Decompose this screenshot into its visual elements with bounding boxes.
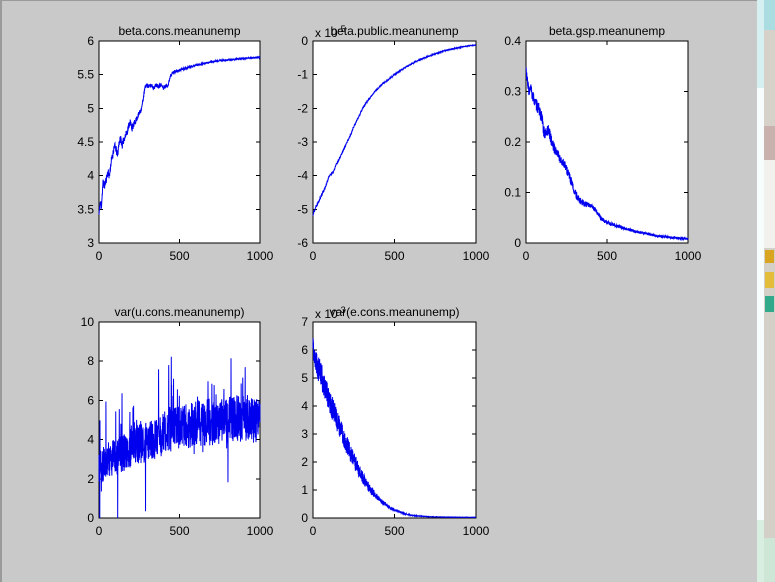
subplot-title-beta-public: beta.public.meanunemp (330, 24, 459, 38)
svg-text:0: 0 (514, 236, 521, 250)
svg-text:6: 6 (87, 393, 94, 407)
window-sliver-segment (764, 538, 775, 582)
folder-icon (765, 272, 774, 288)
svg-text:1000: 1000 (675, 249, 702, 263)
svg-text:4: 4 (87, 169, 94, 183)
svg-text:5: 5 (87, 101, 94, 115)
svg-text:6: 6 (301, 343, 308, 357)
svg-text:5: 5 (301, 371, 308, 385)
plot-canvas-var-e: 0 500 1000 0 1 2 3 4 5 6 7 (301, 315, 490, 538)
svg-text:-5: -5 (297, 202, 308, 216)
plot-canvas-beta-public: 0 500 1000 -6 -5 -4 -3 -2 -1 0 (297, 34, 490, 263)
svg-text:3: 3 (301, 427, 308, 441)
background-window-sliver (764, 0, 775, 582)
window-left-edge (0, 0, 2, 582)
svg-text:1000: 1000 (463, 249, 490, 263)
svg-text:0: 0 (87, 511, 94, 525)
svg-text:8: 8 (87, 354, 94, 368)
subplot-title-beta-cons: beta.cons.meanunemp (118, 24, 241, 38)
svg-text:0: 0 (96, 249, 103, 263)
svg-text:7: 7 (301, 315, 308, 329)
svg-text:10: 10 (81, 315, 95, 329)
window-top-edge (0, 0, 775, 1)
svg-text:0.3: 0.3 (504, 85, 521, 99)
svg-text:0: 0 (301, 511, 308, 525)
svg-text:-6: -6 (297, 236, 308, 250)
folder-icon (765, 250, 774, 263)
svg-text:0: 0 (310, 249, 317, 263)
window-sliver-segment (764, 160, 775, 248)
window-sliver-segment (757, 0, 764, 88)
svg-text:4.5: 4.5 (77, 135, 94, 149)
subplot-title-var-e: var(e.cons.meanunemp) (329, 305, 460, 319)
svg-text:-4: -4 (297, 169, 308, 183)
svg-text:-1: -1 (297, 68, 308, 82)
svg-text:0: 0 (96, 524, 103, 538)
window-sliver-segment (764, 248, 775, 538)
svg-text:500: 500 (169, 249, 189, 263)
background-window-edge (757, 0, 764, 582)
svg-text:500: 500 (384, 249, 404, 263)
svg-text:1: 1 (301, 483, 308, 497)
svg-text:1000: 1000 (247, 524, 274, 538)
svg-text:3: 3 (87, 236, 94, 250)
svg-text:2: 2 (87, 472, 94, 486)
subplot-title-beta-gsp: beta.gsp.meanunemp (548, 24, 666, 38)
svg-text:4: 4 (87, 433, 94, 447)
window-sliver-segment (764, 126, 775, 160)
svg-text:3.5: 3.5 (77, 202, 94, 216)
y-axis-exponent-label: x 10-3 (315, 305, 346, 321)
plot-canvas-beta-gsp: 0 500 1000 0 0.1 0.2 0.3 0.4 (504, 34, 702, 263)
y-axis-exponent-label: x 10-5 (315, 24, 346, 40)
svg-text:4: 4 (301, 399, 308, 413)
svg-text:0: 0 (523, 249, 530, 263)
subplot-title-var-u: var(u.cons.meanunemp) (114, 305, 245, 319)
svg-text:0.4: 0.4 (504, 34, 521, 48)
window-sliver-segment (764, 30, 775, 126)
svg-text:2: 2 (301, 455, 308, 469)
svg-text:0.2: 0.2 (504, 135, 521, 149)
window-sliver-segment (757, 520, 764, 582)
svg-text:1000: 1000 (247, 249, 274, 263)
app-icon (765, 296, 774, 312)
svg-text:-3: -3 (297, 135, 308, 149)
plot-canvas-beta-cons: 0 500 1000 3 3.5 4 4.5 5 5.5 6 (77, 34, 274, 263)
svg-text:6: 6 (87, 34, 94, 48)
svg-text:0.1: 0.1 (504, 186, 521, 200)
svg-text:1000: 1000 (463, 524, 490, 538)
window-sliver-segment (757, 88, 764, 520)
svg-text:0: 0 (301, 34, 308, 48)
plot-canvas-var-u: 0 500 1000 0 2 4 6 8 10 (81, 315, 274, 538)
window-sliver-segment (764, 0, 775, 30)
svg-text:500: 500 (169, 524, 189, 538)
svg-text:0: 0 (310, 524, 317, 538)
svg-text:500: 500 (384, 524, 404, 538)
svg-text:5.5: 5.5 (77, 68, 94, 82)
svg-text:-2: -2 (297, 101, 308, 115)
svg-text:500: 500 (597, 249, 617, 263)
